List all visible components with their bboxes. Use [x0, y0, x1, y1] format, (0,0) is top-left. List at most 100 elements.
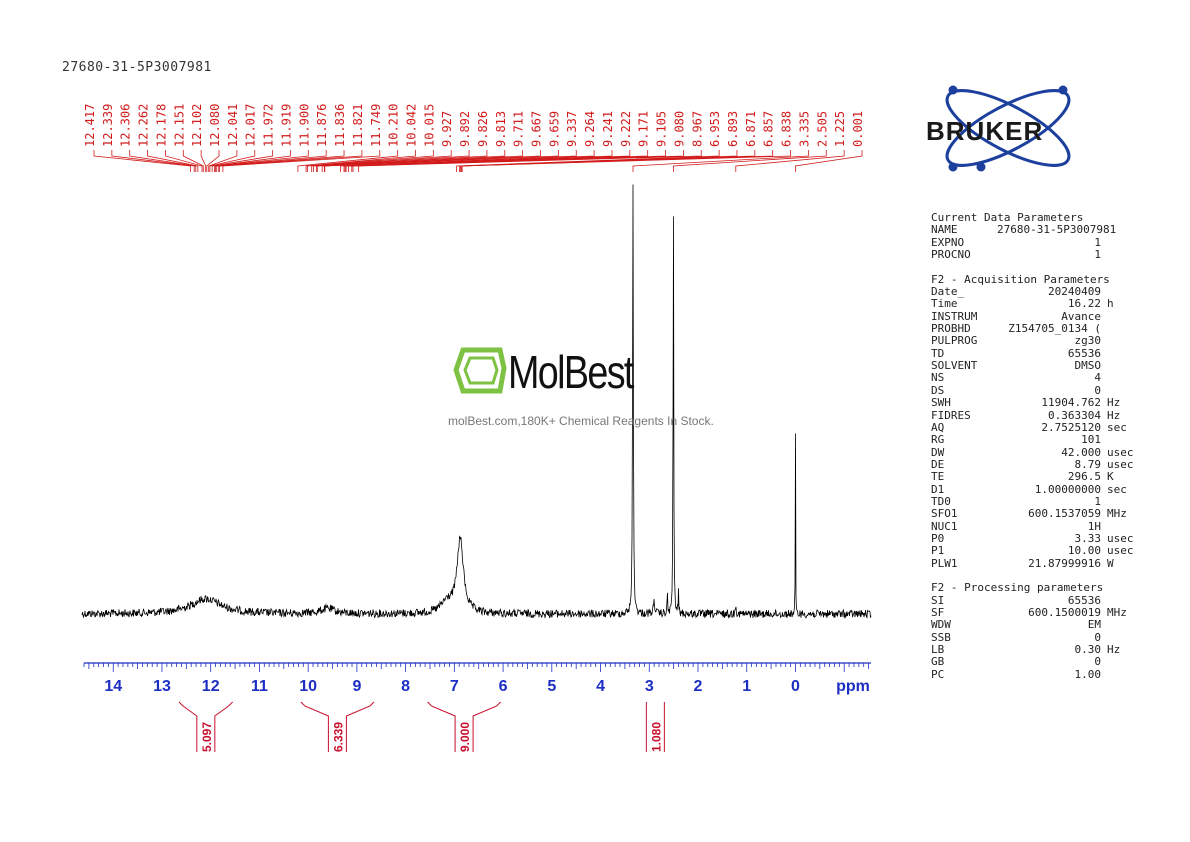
parameter-panel: Current Data Parameters NAME 27680-31-5P30… — [931, 211, 1134, 681]
peak-label: 12.417 — [83, 104, 97, 147]
peak-label: 9.105 — [655, 111, 669, 147]
param-row: NUC1 1H — [931, 519, 1134, 533]
param-unit: Hz — [1107, 643, 1121, 657]
axis-tick-label: 6 — [499, 678, 508, 695]
param-key: WDW — [931, 618, 951, 632]
peak-leader-line — [324, 150, 559, 172]
peak-leader-line — [795, 150, 863, 172]
param-value: 27680-31-5P3007981 — [997, 223, 1117, 237]
peak-leader-line — [218, 150, 345, 172]
param-key: DS — [931, 383, 945, 397]
peak-leader-line — [111, 150, 195, 172]
peak-label: 6.953 — [708, 111, 722, 147]
axis-tick-label: 4 — [596, 678, 605, 695]
param-value: 101 — [1081, 433, 1101, 447]
axis-tick-label: 1 — [742, 678, 751, 695]
peak-label: 11.919 — [279, 104, 293, 147]
axis-tick-label: 12 — [202, 678, 220, 695]
axis-tick-label: 2 — [694, 678, 703, 695]
peak-label: 12.178 — [154, 104, 168, 147]
peak-label: 12.262 — [137, 104, 151, 147]
peak-leader-line — [129, 150, 197, 172]
param-key: NUC1 — [931, 519, 958, 533]
peak-label: 9.711 — [512, 111, 526, 147]
param-key: Time — [931, 297, 958, 311]
axis-tick-label: 7 — [450, 678, 459, 695]
param-row: RG 101 — [931, 433, 1134, 447]
param-value: 1H — [1087, 519, 1101, 533]
peak-label: 9.241 — [601, 111, 615, 147]
param-key: SFO1 — [931, 507, 958, 521]
peak-leader-line — [321, 150, 524, 172]
param-value: 1.00 — [1074, 667, 1102, 681]
param-unit: K — [1107, 470, 1114, 484]
peak-label: 12.017 — [244, 104, 258, 147]
param-key: PROBHD — [931, 322, 971, 336]
peak-label: 9.264 — [583, 111, 597, 147]
integral-value: 5.097 — [200, 722, 214, 752]
param-value: 11904.762 — [1041, 396, 1101, 410]
param-value: 65536 — [1067, 593, 1101, 607]
param-value: 16.22 — [1067, 297, 1101, 311]
molbest-tagline: molBest.com,180K+ Chemical Reagents In S… — [448, 414, 714, 428]
param-row: WDW EM — [931, 618, 1134, 632]
peak-label: 12.339 — [101, 104, 115, 147]
param-row: SFO1 600.1537059 MHz — [931, 507, 1134, 521]
param-value: 1 — [1094, 235, 1101, 249]
sample-name: 27680-31-5P3007981 — [62, 60, 212, 75]
peak-label: 9.927 — [440, 111, 454, 147]
param-key: NS — [931, 371, 945, 385]
param-unit: usec — [1107, 544, 1134, 558]
spectrum-trace-group — [81, 184, 872, 620]
param-unit: W — [1107, 556, 1114, 570]
param-key: PC — [931, 667, 945, 681]
peak-leader-line — [93, 150, 191, 172]
param-row: PLW1 21.87999916 W — [931, 556, 1134, 570]
integral-value: 1.080 — [649, 722, 663, 752]
param-row: SI 65536 — [931, 593, 1134, 607]
param-value: 0.363304 — [1048, 408, 1101, 422]
peak-label: 10.210 — [387, 104, 401, 147]
param-value: 1 — [1094, 494, 1101, 508]
peak-leader-line — [216, 150, 327, 172]
param-unit: Hz — [1107, 396, 1121, 410]
current-params-header: Current Data Parameters — [931, 211, 1084, 224]
param-row: FIDRES 0.363304 Hz — [931, 408, 1134, 422]
param-key: PULPROG — [931, 334, 978, 348]
param-row: SWH 11904.762 Hz — [931, 396, 1134, 410]
param-value: 296.5 — [1067, 470, 1101, 484]
peak-leader-line — [208, 150, 238, 172]
peak-label: 0.001 — [851, 111, 865, 147]
peak-label: 9.826 — [476, 111, 490, 147]
peak-label: 11.900 — [297, 104, 311, 147]
axis-unit-label: ppm — [836, 678, 870, 695]
param-row: DE 8.79 usec — [931, 457, 1134, 471]
param-unit: sec — [1107, 420, 1127, 434]
param-unit: usec — [1107, 457, 1134, 471]
param-key: SI — [931, 593, 945, 607]
peak-leader-line — [305, 150, 416, 172]
peak-leader-line — [673, 150, 827, 172]
axis-tick-label: 14 — [104, 678, 122, 695]
param-row: AQ 2.7525120 sec — [931, 420, 1134, 434]
param-key: Date_ — [931, 285, 965, 299]
peak-leader-line — [316, 150, 488, 172]
param-value: 65536 — [1067, 346, 1101, 360]
peak-label: 12.151 — [172, 104, 186, 147]
param-key: TD — [931, 346, 945, 360]
param-value: 42.000 — [1061, 445, 1101, 459]
param-value: 1.00000000 — [1034, 482, 1101, 496]
peak-label: 6.871 — [744, 111, 758, 147]
param-row: DS 0 — [931, 383, 1134, 397]
peak-leader-line — [340, 150, 577, 172]
molbest-hexagon-icon — [453, 347, 507, 394]
integral-value: 6.339 — [331, 722, 345, 752]
axis-tick-label: 11 — [251, 678, 268, 695]
molbest-logo-text: MolBest — [508, 346, 634, 398]
param-value: 3.33 — [1074, 531, 1102, 545]
param-value: 600.1500019 — [1028, 606, 1101, 619]
param-key: P0 — [931, 531, 945, 545]
axis-tick-label: 9 — [352, 678, 361, 695]
spectrum-trace — [81, 184, 872, 620]
